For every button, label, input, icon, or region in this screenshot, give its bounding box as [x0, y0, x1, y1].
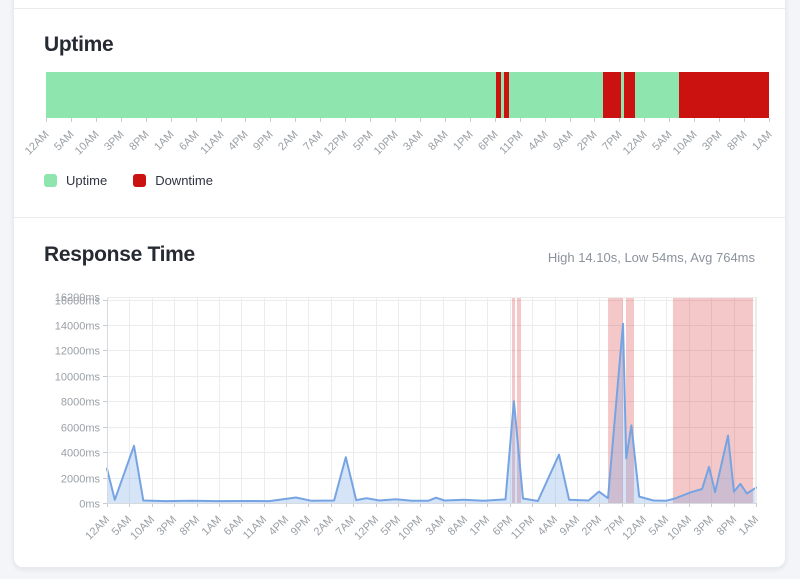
x-axis-label: 2PM: [575, 129, 599, 153]
downtime-segment[interactable]: [678, 72, 769, 118]
response-time-title: Response Time: [44, 243, 195, 266]
x-axis-label: 11PM: [497, 129, 525, 157]
x-axis-label: 8AM: [426, 129, 450, 153]
x-axis-label: 1PM: [451, 129, 475, 153]
x-axis-label: 1AM: [750, 129, 774, 153]
y-axis-label: 16000ms: [55, 296, 101, 308]
x-axis-label: 1PM: [468, 514, 492, 538]
downtime-segment[interactable]: [624, 72, 636, 118]
x-axis-label: 12AM: [620, 514, 649, 543]
uptime-segment[interactable]: [46, 72, 497, 118]
y-axis-label: 8000ms: [61, 397, 101, 409]
x-axis-label: 8PM: [178, 514, 202, 538]
downtime-band: [672, 297, 754, 503]
x-axis-label: 8PM: [715, 514, 739, 538]
response-stats-summary: High 14.10s, Low 54ms, Avg 764ms: [547, 250, 755, 265]
x-axis-label: 3AM: [401, 129, 425, 153]
x-axis-label: 10AM: [73, 129, 102, 158]
x-axis-label: 4AM: [526, 129, 550, 153]
y-axis-label: 10000ms: [55, 372, 101, 384]
uptime-segment[interactable]: [509, 72, 603, 118]
x-axis-label: 12PM: [322, 129, 351, 158]
x-axis-label: 2PM: [580, 514, 604, 538]
response-line: [106, 322, 757, 503]
y-axis-label: 12000ms: [55, 346, 101, 358]
vertical-gridlines: [107, 297, 757, 507]
x-axis-label: 8PM: [127, 129, 151, 153]
y-axis-label: 4000ms: [61, 448, 101, 460]
x-axis-label: 12AM: [621, 129, 650, 158]
main-card: Uptime 12AM 5AM 10AM 3PM 8PM 1AM 6AM 11AM 4PM 9PM…: [13, 0, 786, 568]
x-axis-label: 10PM: [396, 514, 425, 543]
x-axis-label: 1AM: [152, 129, 176, 153]
downtime-segment[interactable]: [496, 72, 502, 118]
x-axis-label: 10PM: [372, 129, 401, 158]
x-axis-label: 11PM: [509, 514, 537, 542]
x-axis-label: 11AM: [198, 129, 226, 157]
legend-item-downtime: Downtime: [133, 173, 213, 188]
x-axis-label: 12AM: [83, 514, 112, 543]
uptime-legend-swatch: [44, 174, 57, 187]
downtime-segment[interactable]: [504, 72, 510, 118]
x-axis-label: 12PM: [352, 514, 381, 543]
x-axis-label: 3PM: [692, 514, 716, 538]
uptime-legend: Uptime Downtime: [44, 173, 213, 188]
x-axis-label: 1AM: [737, 514, 761, 538]
x-axis-label: 9AM: [551, 129, 575, 153]
x-axis-label: 6AM: [177, 129, 201, 153]
y-axis-label: 14000ms: [55, 321, 101, 333]
x-axis-label: 10AM: [128, 514, 157, 543]
response-time-chart[interactable]: 0ms 2000ms 4000ms 6000ms 8000ms 10000ms 12000m…: [14, 287, 787, 569]
x-axis-label: 6PM: [476, 129, 500, 153]
downtime-band: [511, 297, 516, 503]
x-axis-label: 11AM: [241, 514, 269, 542]
y-axis-label: 0ms: [79, 499, 100, 511]
x-axis-label: 8PM: [725, 129, 749, 153]
x-axis-label: 3PM: [102, 129, 126, 153]
downtime-legend-swatch: [133, 174, 147, 187]
uptime-segment[interactable]: [501, 72, 505, 118]
x-axis-label: 4AM: [536, 514, 560, 538]
x-axis-label: 4PM: [267, 514, 291, 538]
x-axis-label: 10AM: [671, 129, 700, 158]
uptime-segment[interactable]: [635, 72, 679, 118]
x-axis-label: 2AM: [312, 514, 336, 538]
x-axis-label: 9PM: [251, 129, 275, 153]
downtime-segment[interactable]: [602, 72, 621, 118]
y-axis-label: 2000ms: [61, 474, 101, 486]
x-axis-label: 8AM: [446, 514, 470, 538]
x-axis-label: 9AM: [558, 514, 582, 538]
response-x-axis-labels: 12AM5AM10AM3PM8PM1AM6AM11AM4PM9PM2AM7AM1…: [83, 514, 761, 543]
x-axis-label: 3AM: [424, 514, 448, 538]
x-axis-label: 9PM: [289, 514, 313, 538]
uptime-segment[interactable]: [620, 72, 625, 118]
downtime-band: [625, 297, 634, 503]
uptime-title: Uptime: [44, 33, 114, 56]
y-axis-label: 6000ms: [61, 423, 101, 435]
uptime-bar-chart[interactable]: [46, 72, 769, 118]
section-divider-top: [14, 8, 785, 9]
legend-item-uptime: Uptime: [44, 173, 107, 188]
x-axis-label: 10AM: [665, 514, 694, 543]
x-axis-label: 3PM: [155, 514, 179, 538]
x-axis-label: 1AM: [200, 514, 224, 538]
downtime-band: [516, 297, 521, 503]
downtime-legend-label: Downtime: [155, 173, 213, 188]
x-axis-label: 3PM: [700, 129, 724, 153]
uptime-legend-label: Uptime: [66, 173, 108, 188]
x-axis-label: 12AM: [23, 129, 52, 158]
horizontal-gridlines: 0ms 2000ms 4000ms 6000ms 8000ms 10000ms 12000m…: [55, 292, 756, 511]
x-axis-label: 4PM: [226, 129, 250, 153]
section-divider-middle: [14, 217, 785, 218]
x-axis-label: 2AM: [276, 129, 300, 153]
y-axis-max-label: 16200ms: [55, 292, 101, 304]
